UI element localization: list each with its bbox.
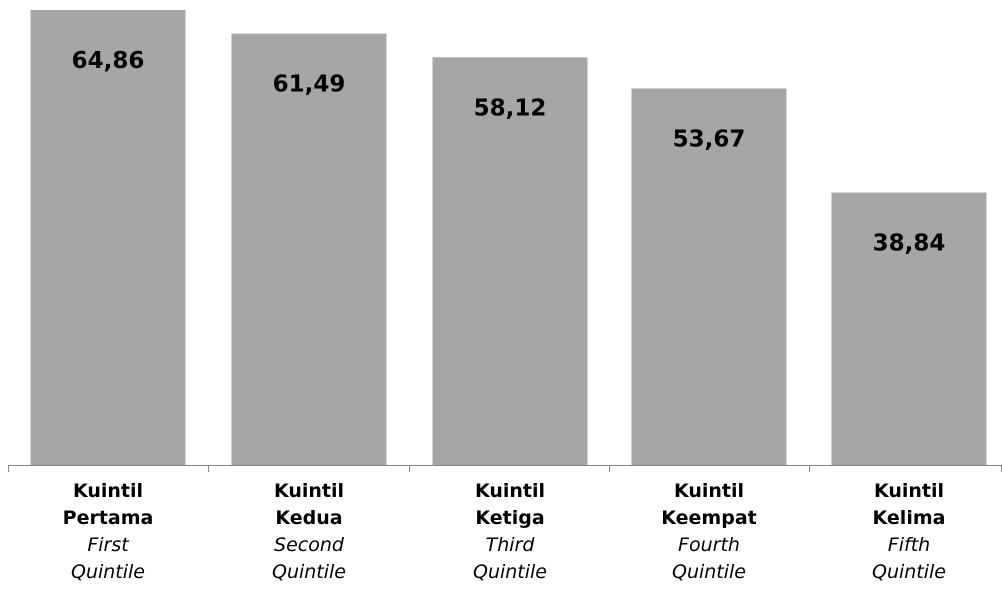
category-name-en: Fifth Quintile bbox=[871, 534, 946, 583]
value-label: 58,12 bbox=[474, 95, 547, 121]
value-label: 53,67 bbox=[673, 127, 746, 153]
bar bbox=[432, 57, 588, 465]
category-name-en: Second Quintile bbox=[271, 534, 346, 583]
category-name-en: Fourth Quintile bbox=[671, 534, 746, 583]
category-name: Kuintil Keempat bbox=[661, 480, 757, 529]
bar bbox=[831, 192, 987, 465]
x-tick-label: Kuintil Kelima Fifth Quintile bbox=[849, 478, 969, 586]
bar bbox=[231, 33, 387, 466]
x-tick-label: Kuintil Kedua Second Quintile bbox=[249, 478, 369, 586]
x-tick-label: Kuintil Pertama First Quintile bbox=[48, 478, 168, 586]
bar bbox=[30, 10, 186, 465]
category-name: Kuintil Pertama bbox=[62, 480, 154, 529]
category-name-en: First Quintile bbox=[70, 534, 145, 583]
category-name: Kuintil Kedua bbox=[273, 480, 345, 529]
category-name: Kuintil Kelima bbox=[872, 480, 946, 529]
axis bbox=[8, 465, 1002, 472]
value-label: 38,84 bbox=[873, 231, 946, 257]
bar bbox=[631, 88, 787, 466]
x-tick-label: Kuintil Ketiga Third Quintile bbox=[450, 478, 570, 586]
x-tick-label: Kuintil Keempat Fourth Quintile bbox=[649, 478, 769, 586]
category-name-en: Third Quintile bbox=[472, 534, 547, 583]
value-label: 64,86 bbox=[72, 48, 145, 74]
value-label: 61,49 bbox=[273, 72, 346, 98]
category-name: Kuintil Ketiga bbox=[474, 480, 546, 529]
